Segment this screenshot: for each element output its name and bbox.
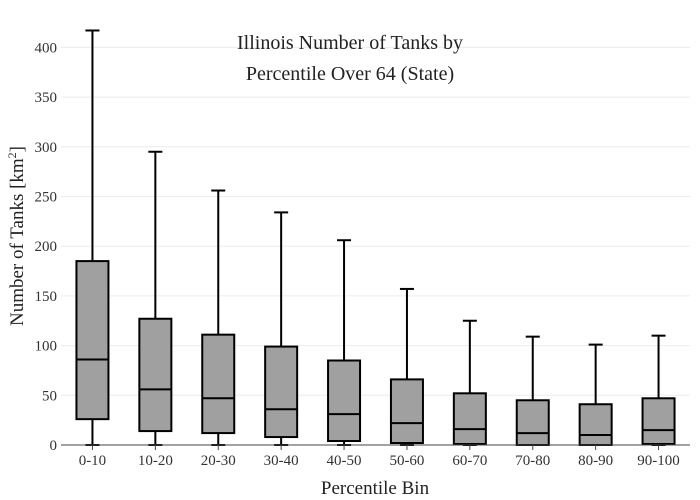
x-tick-labels: 0-10 10-20 20-30 30-40 40-50 50-60 60-70 70-80 8… [79,445,680,469]
x-axis-title: Percentile Bin [321,478,430,499]
x-tick-label: 80-90 [578,453,613,469]
box-20-30 [201,189,236,446]
x-tick-label: 30-40 [264,453,299,469]
x-tick-label: 90-100 [637,453,680,469]
box-90-100 [641,334,676,446]
x-tick-label: 60-70 [452,453,487,469]
box-series [75,29,676,446]
iqr-box [138,317,173,433]
y-tick-label: 100 [35,339,58,355]
iqr-box [264,345,299,439]
x-tick-label: 50-60 [389,453,424,469]
y-tick-label: 250 [35,189,58,205]
chart-title-line-1: Illinois Number of Tanks by [237,32,463,54]
iqr-box [389,378,424,445]
x-tick-label: 0-10 [79,453,107,469]
box-70-80 [515,335,550,446]
iqr-box [75,260,110,421]
box-80-90 [578,343,613,446]
y-tick-label: 350 [35,90,58,106]
y-axis-title-main: Number of Tanks [km [7,158,28,326]
iqr-box [452,392,487,446]
box-50-60 [389,287,424,446]
iqr-box [641,397,676,446]
y-tick-label: 300 [35,140,58,156]
y-tick-label: 200 [35,239,58,255]
iqr-box [201,333,236,435]
x-tick-label: 40-50 [327,453,362,469]
y-tick-label: 50 [42,388,57,404]
chart-title-line-2: Percentile Over 64 (State) [246,63,454,85]
y-tick-label: 0 [50,438,58,454]
iqr-box [578,403,613,446]
y-tick-labels: 0 50 100 150 200 250 300 350 400 [35,40,58,454]
x-tick-label: 20-30 [201,453,236,469]
y-axis-title-superscript: 2 [5,152,19,158]
iqr-box [327,359,362,443]
x-tick-label: 70-80 [515,453,550,469]
box-10-20 [138,150,173,446]
iqr-box [515,399,550,446]
x-tick-label: 10-20 [138,453,173,469]
y-axis-title: Number of Tanks [km2] [5,146,28,326]
box-60-70 [452,319,487,446]
y-axis-title-end: ] [7,146,28,152]
box-40-50 [327,239,362,446]
y-tick-label: 400 [35,40,58,56]
box-0-10 [75,29,110,446]
box-30-40 [264,211,299,446]
y-tick-label: 150 [35,289,58,305]
